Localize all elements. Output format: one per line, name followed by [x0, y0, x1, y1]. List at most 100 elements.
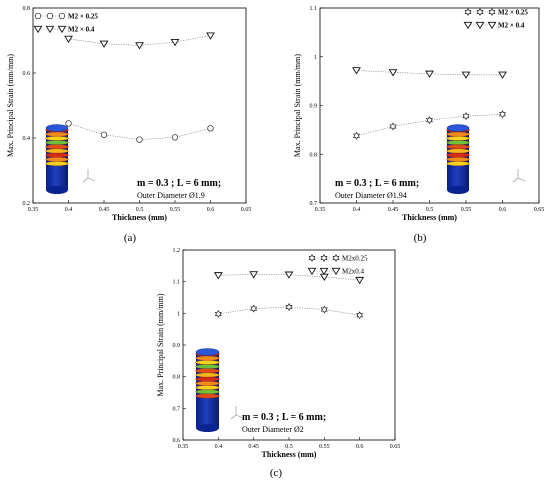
y-tick-label: 1.2 [173, 248, 181, 254]
legend-marker [33, 25, 43, 34]
legend-marker [488, 7, 496, 17]
legend-entry: M2 × 0.4 [68, 26, 95, 34]
x-tick-label: 0.55 [319, 444, 330, 450]
x-tick-label: 0.5 [136, 207, 144, 213]
data-point [499, 110, 506, 119]
y-tick-label: 0.8 [173, 375, 181, 381]
chart-panel-2: 0.35 0.4 0.45 0.5 0.55 0.6 0.65 0.7 0.8 0.9 1 1.1 Th… [293, 6, 544, 244]
legend-entry: M2 × 0.25 [498, 9, 528, 17]
x-tick-label: 0.4 [215, 444, 223, 450]
coordinate-triad-icon [512, 169, 526, 183]
legend: M2 × 0.25 M2 × 0.4 [463, 7, 528, 30]
x-tick-label: 0.65 [534, 207, 545, 213]
legend-marker [332, 253, 340, 263]
series-1 [214, 302, 364, 320]
x-axis-label: Thickness (mm) [112, 213, 167, 222]
x-tick-label: 0.65 [390, 444, 401, 450]
data-point [136, 136, 143, 143]
coordinate-triad-icon [82, 169, 96, 183]
data-point [353, 131, 360, 140]
x-axis-label: Thickness (mm) [402, 213, 457, 222]
legend-marker [34, 12, 42, 20]
legend-marker [476, 7, 484, 17]
y-tick-label: 1 [177, 311, 180, 317]
x-tick-label: 0.55 [461, 207, 472, 213]
data-point [171, 134, 179, 141]
data-point [100, 131, 108, 138]
x-tick-label: 0.4 [353, 207, 361, 213]
legend-marker [307, 267, 317, 276]
series-line [218, 306, 360, 316]
x-tick-label: 0.6 [207, 207, 215, 213]
legend: M2x0.25 M2x0.4 [307, 253, 368, 276]
y-tick-label: 0.7 [173, 406, 181, 412]
y-tick-label: 0.4 [23, 136, 31, 142]
legend-entry: M2x0.4 [342, 268, 364, 276]
y-tick-label: 0.9 [173, 343, 181, 349]
y-tick-label: 1.1 [310, 6, 318, 12]
data-point [206, 32, 215, 40]
data-point [426, 116, 433, 125]
legend-marker [319, 267, 329, 276]
data-point [65, 120, 72, 127]
parameter-annotation: m = 0.3 ; L = 6 mm; [242, 412, 326, 423]
series-2 [213, 271, 365, 285]
legend-marker [46, 12, 54, 20]
panel-caption: (c) [270, 467, 283, 479]
y-axis-label: Max. Principal Strain (mm/mm) [156, 293, 165, 396]
x-tick-label: 0.6 [499, 207, 507, 213]
y-tick-label: 0.7 [310, 201, 318, 207]
data-point [214, 309, 222, 318]
x-axis-label: Thickness (mm) [262, 450, 317, 459]
parameter-annotation: m = 0.3 ; L = 6 mm; [137, 178, 221, 189]
x-tick-label: 0.5 [426, 207, 434, 213]
panel-caption: (a) [124, 232, 137, 244]
y-tick-label: 0.2 [23, 201, 31, 207]
series-1 [353, 110, 506, 140]
x-tick-label: 0.5 [285, 444, 293, 450]
x-tick-label: 0.65 [241, 207, 252, 213]
x-tick-label: 0.45 [99, 207, 110, 213]
chart-panel-3: 0.35 0.4 0.45 0.5 0.55 0.6 0.65 0.6 0.7 0.8 0.9 1 1.… [156, 248, 400, 479]
legend-marker [331, 267, 341, 276]
y-axis-label: Max. Principal Strain (mm/mm) [6, 54, 15, 157]
data-point [285, 302, 293, 312]
data-point [352, 67, 361, 75]
legend: M2 × 0.25 M2 × 0.4 [33, 12, 98, 34]
diameter-annotation: Outer Diameter Ø1.9 [137, 191, 205, 200]
data-point [249, 271, 259, 279]
x-tick-label: 0.55 [170, 207, 181, 213]
legend-marker [58, 12, 66, 20]
data-point [389, 122, 397, 131]
y-tick-label: 1 [314, 55, 317, 61]
data-point [99, 40, 109, 48]
x-tick-label: 0.35 [315, 207, 326, 213]
data-point [207, 125, 214, 132]
y-tick-label: 0.8 [310, 152, 318, 158]
data-point [213, 272, 223, 280]
x-tick-label: 0.45 [248, 444, 259, 450]
legend-entry: M2 × 0.25 [68, 13, 98, 21]
legend-marker [463, 21, 473, 30]
data-point [356, 311, 364, 320]
x-tick-label: 0.6 [356, 444, 364, 450]
data-point [425, 70, 434, 78]
series-2 [352, 67, 507, 79]
data-point [462, 112, 470, 121]
y-tick-label: 1.1 [173, 280, 181, 286]
data-point [135, 42, 144, 50]
parameter-annotation: m = 0.3 ; L = 6 mm; [335, 178, 419, 189]
chart-panel-1: 0.35 0.4 0.45 0.5 0.55 0.6 0.65 0.2 0.4 0.6 0.8 Thi… [6, 6, 251, 244]
legend-marker [464, 7, 472, 17]
legend-marker [45, 25, 55, 34]
x-tick-label: 0.35 [28, 207, 39, 213]
data-point [355, 276, 365, 285]
legend-marker [475, 21, 485, 30]
data-point [320, 305, 328, 314]
data-point [170, 38, 180, 47]
data-point [250, 304, 258, 313]
cylinder-model-image [195, 348, 220, 432]
legend-entry: M2x0.25 [342, 255, 368, 263]
data-point [64, 35, 73, 43]
legend-marker [487, 21, 497, 30]
